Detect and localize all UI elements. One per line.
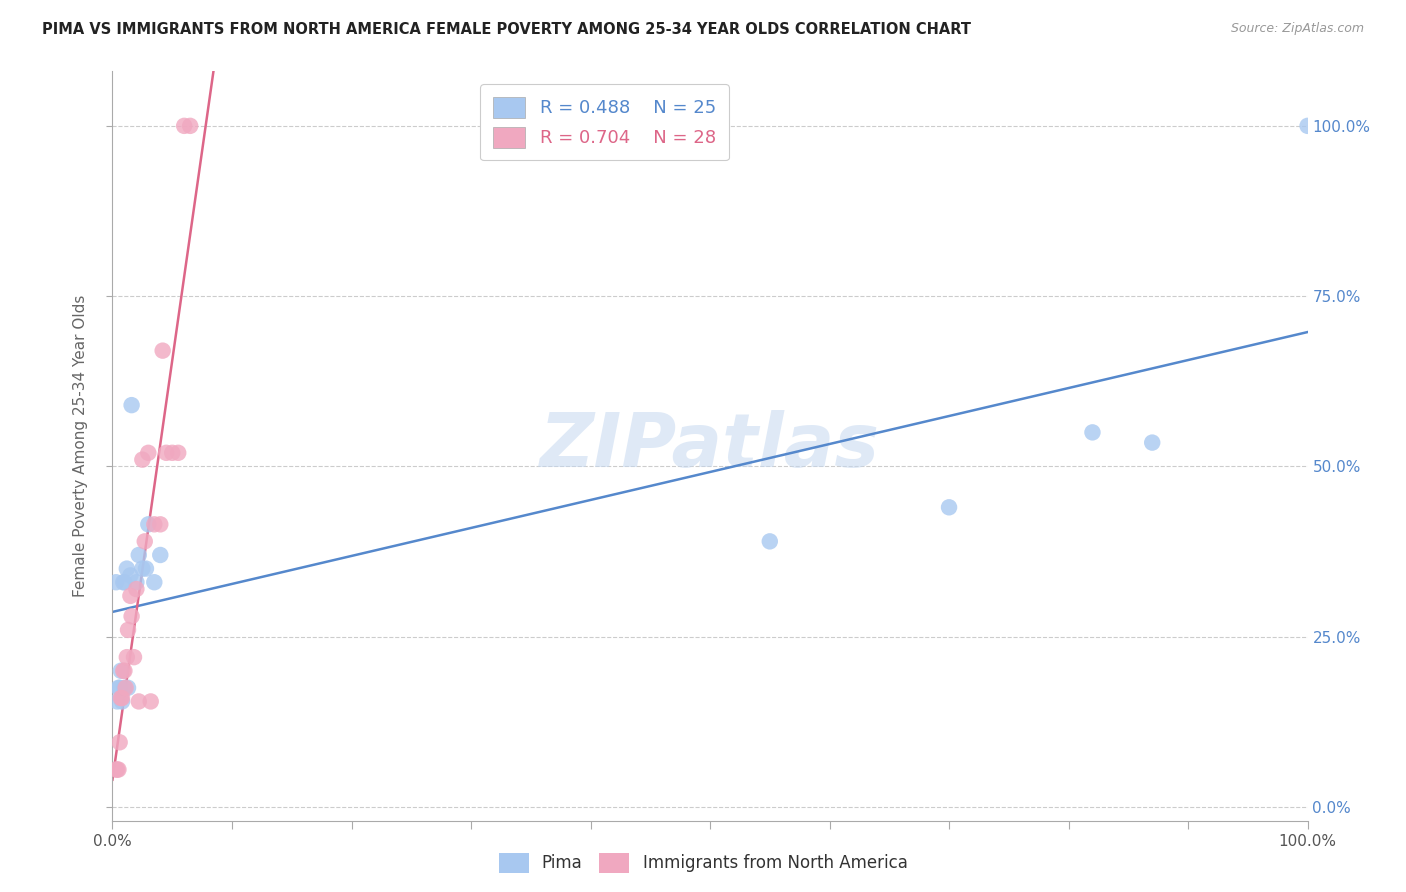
Point: [1296, 119, 1319, 133]
Point: [105, 763, 128, 777]
Point: [105, 763, 128, 777]
Point: [111, 694, 134, 708]
Point: [117, 681, 139, 695]
Y-axis label: Female Poverty Among 25-34 Year Olds: Female Poverty Among 25-34 Year Olds: [73, 295, 89, 597]
Point: [149, 548, 172, 562]
Point: [162, 446, 183, 460]
Point: [143, 517, 166, 532]
Point: [114, 664, 135, 678]
Point: [112, 664, 135, 678]
Point: [131, 452, 153, 467]
Point: [105, 694, 128, 708]
Point: [938, 500, 960, 515]
Point: [149, 517, 172, 532]
Point: [105, 575, 128, 590]
Text: ZIPatlas: ZIPatlas: [540, 409, 880, 483]
Point: [131, 561, 153, 575]
Point: [128, 694, 150, 708]
Point: [138, 446, 160, 460]
Legend: Pima, Immigrants from North America: Pima, Immigrants from North America: [492, 847, 914, 880]
Point: [120, 589, 142, 603]
Point: [155, 446, 177, 460]
Point: [121, 609, 143, 624]
Point: [108, 735, 131, 749]
Point: [114, 575, 135, 590]
Legend: R = 0.488    N = 25, R = 0.704    N = 28: R = 0.488 N = 25, R = 0.704 N = 28: [479, 84, 728, 161]
Point: [107, 681, 129, 695]
Point: [759, 534, 782, 549]
Point: [108, 681, 131, 695]
Point: [143, 575, 166, 590]
Point: [112, 575, 135, 590]
Point: [128, 548, 150, 562]
Point: [173, 119, 195, 133]
Point: [139, 694, 162, 708]
Point: [1081, 425, 1104, 440]
Point: [122, 650, 145, 665]
Text: PIMA VS IMMIGRANTS FROM NORTH AMERICA FEMALE POVERTY AMONG 25-34 YEAR OLDS CORRE: PIMA VS IMMIGRANTS FROM NORTH AMERICA FE…: [42, 22, 972, 37]
Point: [138, 517, 160, 532]
Point: [110, 691, 132, 706]
Point: [111, 691, 134, 706]
Point: [134, 534, 156, 549]
Point: [115, 650, 138, 665]
Point: [179, 119, 201, 133]
Point: [135, 561, 157, 575]
Point: [114, 681, 135, 695]
Point: [107, 763, 129, 777]
Point: [152, 343, 174, 358]
Point: [167, 446, 190, 460]
Point: [114, 681, 136, 695]
Point: [125, 575, 148, 590]
Point: [120, 568, 142, 582]
Text: Source: ZipAtlas.com: Source: ZipAtlas.com: [1230, 22, 1364, 36]
Point: [117, 623, 139, 637]
Point: [121, 398, 143, 412]
Point: [110, 664, 132, 678]
Point: [125, 582, 148, 596]
Point: [115, 561, 138, 575]
Point: [1142, 435, 1164, 450]
